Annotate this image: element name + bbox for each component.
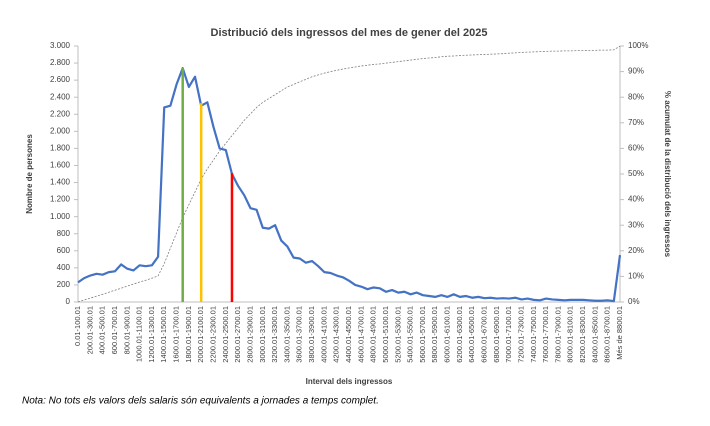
y2-tick-label: 10% xyxy=(628,272,644,281)
y-tick-label: 2.400 xyxy=(50,92,71,101)
x-tick-label: 6000.01-6100.01 xyxy=(443,306,452,363)
x-tick-label: 4000.01-4100.01 xyxy=(319,306,328,363)
x-tick-label: 2400.01-2500.01 xyxy=(221,306,230,363)
x-tick-label: 6800.01-6900.01 xyxy=(492,306,501,363)
y-tick-label: 1.600 xyxy=(50,161,71,170)
x-tick-label: 2000.01-2100.01 xyxy=(196,306,205,363)
x-tick-label: 1400.01-1500.01 xyxy=(159,306,168,363)
x-tick-label: 5200.01-5300.01 xyxy=(393,306,402,363)
series-line xyxy=(77,67,622,303)
y2-tick-label: 60% xyxy=(628,144,644,153)
x-tick-label: 2600.01-2700.01 xyxy=(233,306,242,363)
x-tick-label: 4600.01-4700.01 xyxy=(356,306,365,363)
y-tick-label: 600 xyxy=(57,246,71,255)
x-tick-label: 7200.01-7300.01 xyxy=(516,306,525,363)
y2-tick-label: 70% xyxy=(628,118,644,127)
x-tick-label: 3400.01-3500.01 xyxy=(282,306,291,363)
y-tick-label: 1.200 xyxy=(50,195,71,204)
y-tick-label: 1.800 xyxy=(50,144,71,153)
x-tick-label: 200.01-300.01 xyxy=(85,306,94,354)
x-tick-label: 6200.01-6300.01 xyxy=(455,306,464,363)
x-tick-label: 5800.01-5900.01 xyxy=(430,306,439,363)
x-tick-label: 6600.01-6700.01 xyxy=(479,306,488,363)
x-tick-label: 2800.01-2900.01 xyxy=(245,306,254,363)
y2-axis-label: % acumulat de la distribució dels ingres… xyxy=(663,91,672,258)
x-tick-label: 800.01-900.01 xyxy=(122,306,131,354)
x-tick-label: 5000.01-5100.01 xyxy=(381,306,390,363)
x-tick-label: 8400.01-8500.01 xyxy=(590,306,599,363)
x-tick-label: 400.01-500.01 xyxy=(98,306,107,354)
y2-tick-label: 100% xyxy=(628,41,648,50)
y-tick-label: 1.000 xyxy=(50,212,71,221)
y-tick-label: 400 xyxy=(57,263,71,272)
x-tick-label: 4400.01-4500.01 xyxy=(344,306,353,363)
x-tick-label: 8000.01-8100.01 xyxy=(566,306,575,363)
y-tick-label: 2.600 xyxy=(50,75,71,84)
x-tick-label: 3600.01-3700.01 xyxy=(295,306,304,363)
y2-tick-label: 20% xyxy=(628,246,644,255)
x-tick-label: 6400.01-6500.01 xyxy=(467,306,476,363)
x-tick-label: 3200.01-3300.01 xyxy=(270,306,279,363)
y-tick-label: 800 xyxy=(57,229,71,238)
y2-tick-label: 80% xyxy=(628,92,644,101)
y2-tick-label: 50% xyxy=(628,169,644,178)
y-tick-label: 1.400 xyxy=(50,178,71,187)
x-tick-label: 7600.01-7700.01 xyxy=(541,306,550,363)
x-tick-label: 3800.01-3900.01 xyxy=(307,306,316,363)
x-tick-label: 8600.01-8700.01 xyxy=(603,306,612,363)
x-tick-label: 2200.01-2300.01 xyxy=(208,306,217,363)
y-tick-label: 2.200 xyxy=(50,109,71,118)
y-tick-label: 200 xyxy=(57,280,71,289)
x-tick-label: 600.01-700.01 xyxy=(110,306,119,354)
chart-title: Distribució dels ingressos del mes de ge… xyxy=(211,27,488,39)
x-tick-label: 1000.01-1100.01 xyxy=(135,306,144,362)
x-tick-label: 7800.01-7900.01 xyxy=(553,306,562,363)
x-tick-label: 1600.01-1700.01 xyxy=(172,306,181,363)
x-tick-label: 4200.01-4300.01 xyxy=(332,306,341,363)
y-axis-label: Nombre de persones xyxy=(25,134,34,214)
y2-tick-label: 40% xyxy=(628,195,644,204)
y2-tick-label: 90% xyxy=(628,67,644,76)
x-tick-label: 7000.01-7100.01 xyxy=(504,306,513,363)
x-tick-label: 3000.01-3100.01 xyxy=(258,306,267,363)
x-tick-label: Més de 8800.01 xyxy=(615,306,624,360)
x-tick-label: 7400.01-7500.01 xyxy=(529,306,538,363)
y2-tick-label: 0% xyxy=(628,297,640,306)
y2-tick-label: 30% xyxy=(628,220,644,229)
x-tick-label: 1800.01-1900.01 xyxy=(184,306,193,363)
x-axis-label: Interval dels ingressos xyxy=(306,377,393,386)
y-tick-label: 3.000 xyxy=(50,41,71,50)
x-tick-label: 4800.01-4900.01 xyxy=(369,306,378,363)
y-tick-label: 2.800 xyxy=(50,58,71,67)
x-tick-label: 5400.01-5500.01 xyxy=(406,306,415,363)
x-tick-label: 0.01-100.01 xyxy=(73,306,82,346)
x-tick-label: 1200.01-1300.01 xyxy=(147,306,156,363)
y-tick-label: 2.000 xyxy=(50,126,71,135)
x-tick-label: 8200.01-8300.01 xyxy=(578,306,587,363)
y-tick-label: 0 xyxy=(66,297,71,306)
cumulative-line xyxy=(77,45,621,303)
note: Nota: No tots els valors dels salaris só… xyxy=(22,396,379,407)
x-tick-label: 5600.01-5700.01 xyxy=(418,306,427,363)
